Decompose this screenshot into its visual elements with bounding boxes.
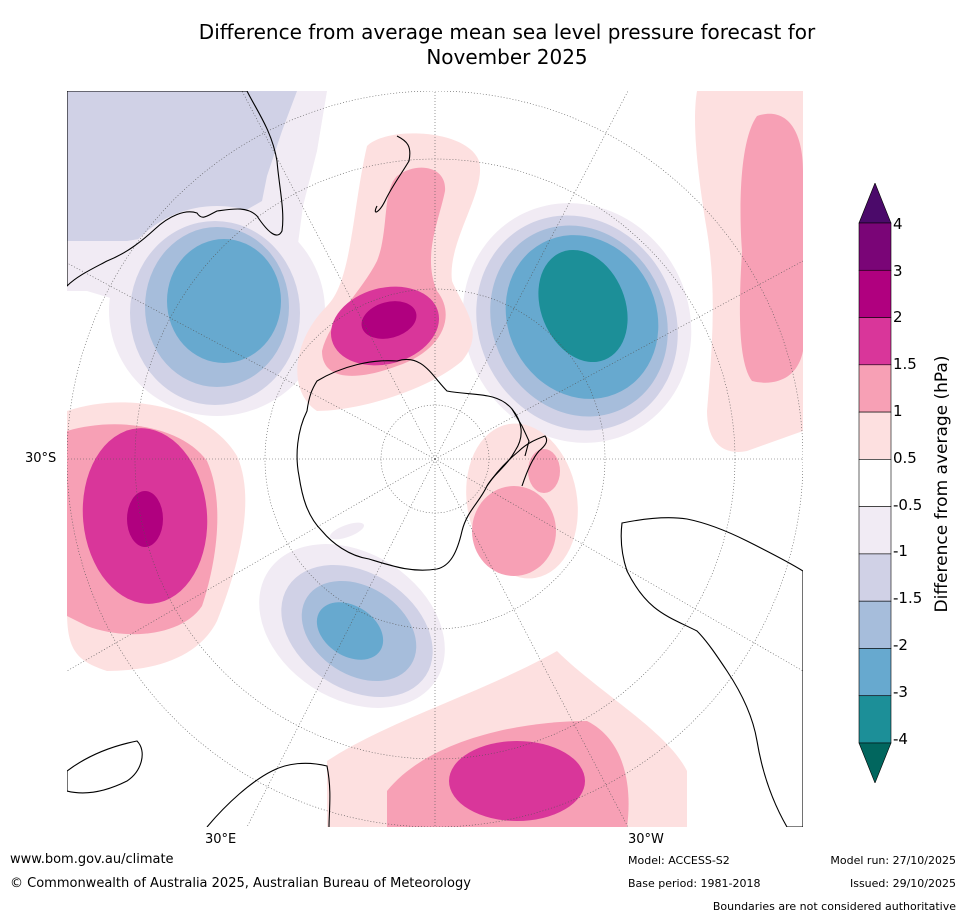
colorbar-tick-neg-1-5: -1.5 (893, 589, 923, 607)
colorbar-band (858, 553, 892, 602)
graticule (67, 91, 803, 827)
colorbar (858, 183, 892, 783)
high-anomaly-ross-sea (297, 133, 481, 411)
latitude-label-30s: 30°S (25, 451, 57, 466)
colorbar-band (858, 600, 892, 649)
colorbar-band (858, 269, 892, 318)
colorbar-band (858, 648, 892, 697)
title-line-1: Difference from average mean sea level p… (198, 20, 816, 44)
colorbar-band (858, 506, 892, 555)
colorbar-band (858, 222, 892, 271)
colorbar-tick-4: 4 (893, 215, 903, 233)
footer-disclaimer: Boundaries are not considered authoritat… (712, 900, 956, 913)
colorbar-tick-neg-1: -1 (893, 542, 908, 560)
colorbar-band (858, 411, 892, 460)
colorbar-tick-neg-4: -4 (893, 730, 908, 748)
title-line-2: November 2025 (426, 45, 588, 69)
low-anomaly-south-atlantic (259, 522, 445, 708)
chart-title: Difference from average mean sea level p… (0, 20, 965, 70)
colorbar-extend-max (858, 183, 892, 224)
pressure-anomaly-map (67, 91, 803, 827)
low-anomaly-south-pacific (462, 203, 692, 443)
footer-issued: Issued: 29/10/2025 (849, 877, 956, 890)
colorbar-tick-1-5: 1.5 (893, 355, 917, 373)
high-anomaly-indian-west (67, 402, 246, 671)
colorbar-tick-2: 2 (893, 308, 903, 326)
high-anomaly-antarctic-peninsula (466, 423, 578, 579)
footer-base-period: Base period: 1981-2018 (628, 877, 761, 890)
colorbar-tick-1: 1 (893, 402, 903, 420)
colorbar-band (858, 695, 892, 744)
colorbar-band (858, 317, 892, 366)
colorbar-tick-neg-3: -3 (893, 683, 908, 701)
colorbar-tick-0-5: 0.5 (893, 449, 917, 467)
colorbar-band (858, 459, 892, 507)
footer-copyright: © Commonwealth of Australia 2025, Austra… (10, 876, 471, 891)
colorbar-extend-min (858, 742, 892, 783)
coastlines (67, 91, 803, 827)
footer-model: Model: ACCESS-S2 (628, 854, 730, 867)
longitude-label-30e: 30°E (205, 832, 237, 847)
colorbar-tick-3: 3 (893, 262, 903, 280)
footer-url[interactable]: www.bom.gov.au/climate (10, 852, 174, 867)
longitude-label-30w: 30°W (628, 832, 664, 847)
colorbar-tick-neg-0-5: -0.5 (893, 496, 923, 514)
colorbar-band (858, 364, 892, 413)
colorbar-tick-neg-2: -2 (893, 636, 908, 654)
high-anomaly-atlantic-east (695, 91, 803, 452)
colorbar-title: Difference from average (hPa) (932, 355, 952, 613)
footer-model-run: Model run: 27/10/2025 (830, 854, 956, 867)
high-anomaly-south-africa (327, 651, 687, 827)
low-anomaly-indian-ocean (67, 91, 327, 416)
